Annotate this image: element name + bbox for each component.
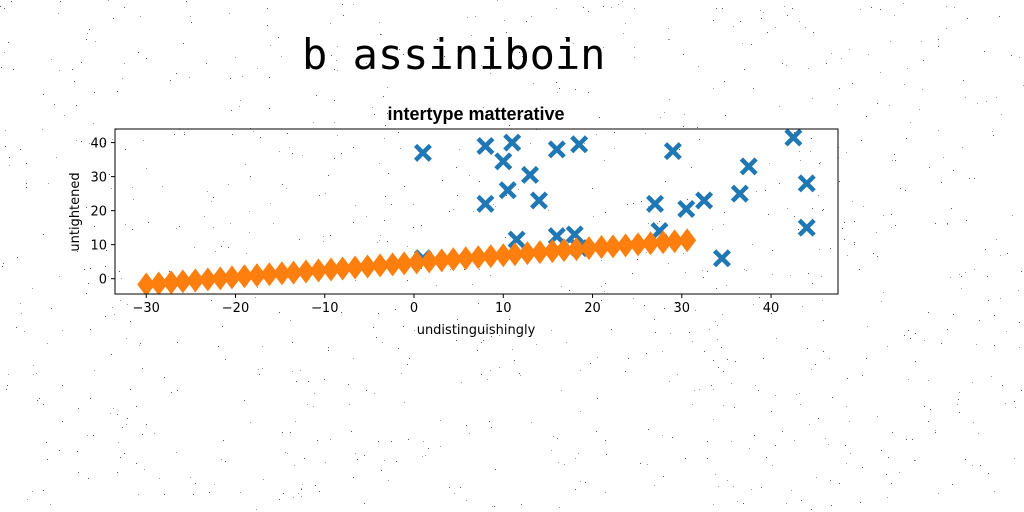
x-marker-point	[503, 133, 522, 152]
diamond-marker-point	[616, 233, 635, 258]
points-layer	[137, 129, 816, 294]
diamond-marker-point	[665, 229, 684, 254]
diamond-marker-point	[432, 248, 451, 273]
diamond-marker-point	[371, 253, 390, 278]
diamond-marker-point	[272, 261, 291, 286]
diamond-marker-point	[383, 252, 402, 277]
x-marker-point	[570, 135, 589, 154]
y-tick-label: 40	[90, 137, 107, 152]
diamond-marker-point	[456, 246, 475, 271]
x-marker-point	[712, 249, 731, 268]
diamond-marker-point	[395, 251, 414, 276]
series-1	[137, 228, 697, 294]
x-axis-label: undistinguishingly	[417, 323, 536, 338]
diamond-marker-point	[297, 259, 316, 284]
diamond-marker-point	[222, 265, 241, 290]
diamond-marker-point	[641, 231, 660, 256]
x-marker-point	[797, 174, 816, 193]
diamond-marker-point	[309, 258, 328, 283]
x-marker-point	[521, 165, 540, 184]
diamond-marker-point	[333, 256, 352, 281]
plot-frame	[114, 128, 839, 295]
y-tick-label: 10	[90, 239, 107, 254]
diamond-marker-point	[444, 247, 463, 272]
figure-suptitle: b assiniboin	[302, 30, 606, 79]
diamond-marker-point	[162, 270, 181, 294]
diamond-marker-point	[579, 236, 598, 261]
x-marker-point	[413, 143, 432, 162]
x-marker-point	[476, 137, 495, 156]
x-tick-label: 0	[410, 301, 418, 316]
diamond-marker-point	[592, 235, 611, 260]
x-marker-point	[739, 157, 758, 176]
y-tick-label: 30	[90, 171, 107, 186]
x-marker-point	[547, 140, 566, 159]
diamond-marker-point	[322, 257, 341, 282]
x-marker-point	[507, 230, 526, 249]
diamond-marker-point	[247, 263, 266, 288]
diamond-marker-point	[530, 240, 549, 265]
diamond-marker-point	[284, 260, 303, 285]
x-tick-label: 30	[674, 301, 691, 316]
diamond-marker-point	[407, 250, 426, 275]
x-marker-point	[646, 194, 665, 213]
x-marker-point	[565, 225, 584, 244]
diamond-marker-point	[469, 245, 488, 270]
diamond-marker-point	[173, 269, 192, 294]
diamond-marker-point	[358, 254, 377, 279]
y-tick-label: 0	[99, 273, 107, 288]
x-marker-point	[784, 129, 803, 147]
diamond-marker-point	[494, 243, 513, 268]
diamond-marker-point	[481, 244, 500, 269]
x-tick-label: 20	[584, 301, 601, 316]
diamond-marker-point	[186, 268, 205, 293]
x-tick-label: 40	[763, 301, 780, 316]
x-marker-point	[677, 199, 696, 218]
diamond-marker-point	[346, 255, 365, 280]
y-axis-label: untightened	[68, 172, 83, 251]
diamond-marker-point	[235, 264, 254, 289]
diamond-marker-point	[543, 239, 562, 264]
x-tick-label: −20	[222, 301, 249, 316]
x-tick-label: −30	[133, 301, 160, 316]
chart-title: intertype matterative	[387, 104, 564, 124]
x-marker-point	[663, 142, 682, 161]
axes-layer: −30 −20 −10 0 10 20 30 40 0 10 20 30 40	[90, 128, 839, 316]
diamond-marker-point	[260, 262, 279, 287]
x-marker-point	[498, 181, 517, 200]
x-marker-point	[797, 218, 816, 237]
x-marker-point	[476, 194, 495, 213]
diamond-marker-point	[420, 249, 439, 274]
diamond-marker-point	[678, 228, 697, 253]
diamond-marker-point	[554, 238, 573, 263]
diamond-marker-point	[567, 237, 586, 262]
diamond-marker-point	[629, 232, 648, 257]
x-marker-point	[695, 191, 714, 210]
x-tick-label: −10	[311, 301, 338, 316]
x-tick-label: 10	[495, 301, 512, 316]
diamond-marker-point	[654, 230, 673, 255]
diamond-marker-point	[137, 272, 156, 294]
x-marker-point	[730, 184, 749, 203]
x-marker-point	[494, 152, 513, 171]
diamond-marker-point	[149, 271, 168, 294]
diamond-marker-point	[518, 241, 537, 266]
diamond-marker-point	[198, 267, 217, 292]
diamond-marker-point	[604, 234, 623, 259]
diamond-marker-point	[211, 266, 230, 291]
x-marker-point	[529, 191, 548, 210]
diamond-marker-point	[505, 242, 524, 267]
y-tick-label: 20	[90, 205, 107, 220]
